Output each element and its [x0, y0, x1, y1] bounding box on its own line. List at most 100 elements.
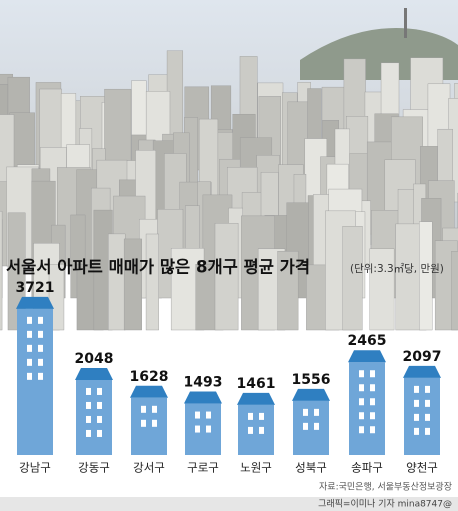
value-label: 1556 — [292, 372, 331, 388]
window — [38, 372, 43, 380]
bar-roof — [184, 391, 222, 404]
window — [141, 419, 146, 427]
window — [38, 344, 43, 352]
window — [195, 411, 200, 419]
bar-body — [185, 403, 221, 455]
window — [359, 384, 364, 392]
window — [195, 425, 200, 433]
photo-building — [342, 226, 363, 331]
x-tick-label: 강남구 — [19, 461, 51, 475]
bar — [184, 391, 222, 455]
window — [27, 330, 32, 338]
bar — [348, 350, 386, 455]
value-label: 1493 — [184, 375, 223, 391]
bar-roof — [292, 388, 330, 401]
window — [248, 426, 253, 434]
value-label: 2097 — [403, 349, 442, 365]
photo-building — [145, 233, 159, 331]
window — [86, 387, 91, 395]
window — [359, 426, 364, 434]
photo-building — [277, 251, 299, 331]
photo-building — [451, 251, 458, 331]
window — [414, 385, 419, 393]
window — [370, 398, 375, 406]
photo-building — [123, 238, 142, 331]
credit: 그래픽=이미나 기자 mina8747@ — [318, 499, 452, 510]
window — [303, 408, 308, 416]
window — [359, 370, 364, 378]
x-tick-label: 성북구 — [295, 461, 327, 475]
bar-body — [349, 362, 385, 455]
city-photo — [0, 0, 458, 331]
x-tick-label: 구로구 — [187, 461, 219, 475]
chart-title: 서울서 아파트 매매가 많은 8개구 평균 가격 — [6, 258, 310, 277]
window — [152, 405, 157, 413]
window — [27, 358, 32, 366]
window — [141, 405, 146, 413]
bar — [237, 392, 275, 455]
window — [425, 385, 430, 393]
window — [370, 384, 375, 392]
window — [38, 358, 43, 366]
window — [359, 412, 364, 420]
bar-body — [131, 397, 167, 455]
tower — [404, 8, 407, 38]
photo-building — [108, 233, 126, 331]
value-label: 3721 — [16, 280, 55, 296]
photo-building — [0, 210, 3, 331]
value-label: 1628 — [130, 369, 169, 385]
x-tick-label: 양천구 — [406, 461, 438, 475]
window — [259, 426, 264, 434]
window — [370, 426, 375, 434]
window — [38, 330, 43, 338]
photo-building — [369, 248, 395, 331]
window — [425, 399, 430, 407]
bar — [16, 296, 54, 455]
window — [97, 387, 102, 395]
bar-roof — [75, 367, 113, 380]
window — [97, 429, 102, 437]
window — [97, 415, 102, 423]
bar-body — [17, 308, 53, 455]
window — [425, 413, 430, 421]
bar — [403, 365, 441, 455]
bar-body — [238, 404, 274, 455]
window — [27, 372, 32, 380]
bar-roof — [16, 296, 54, 309]
window — [370, 370, 375, 378]
window — [414, 413, 419, 421]
photo-building — [214, 223, 239, 331]
window — [152, 419, 157, 427]
bar-roof — [403, 365, 441, 378]
window — [86, 415, 91, 423]
bar — [130, 385, 168, 455]
source: 자료:국민은행, 서울부동산정보광장 — [319, 481, 452, 493]
bar-body — [293, 400, 329, 455]
value-label: 2465 — [348, 333, 387, 349]
window — [359, 398, 364, 406]
bar-roof — [348, 350, 386, 363]
bar — [292, 388, 330, 455]
bar — [75, 367, 113, 455]
window — [425, 427, 430, 435]
credit-strip — [0, 497, 458, 511]
value-label: 2048 — [75, 351, 114, 367]
chart-subtitle: (단위:3.3㎡당, 만원) — [350, 262, 444, 275]
bar-roof — [237, 392, 275, 405]
window — [86, 429, 91, 437]
value-label: 1461 — [237, 376, 276, 392]
window — [370, 412, 375, 420]
bar-body — [404, 377, 440, 455]
x-tick-label: 송파구 — [351, 461, 383, 475]
window — [248, 412, 253, 420]
window — [314, 422, 319, 430]
window — [38, 316, 43, 324]
window — [27, 344, 32, 352]
window — [414, 399, 419, 407]
bar-roof — [130, 385, 168, 398]
bar-body — [76, 379, 112, 455]
window — [259, 412, 264, 420]
window — [27, 316, 32, 324]
window — [303, 422, 308, 430]
